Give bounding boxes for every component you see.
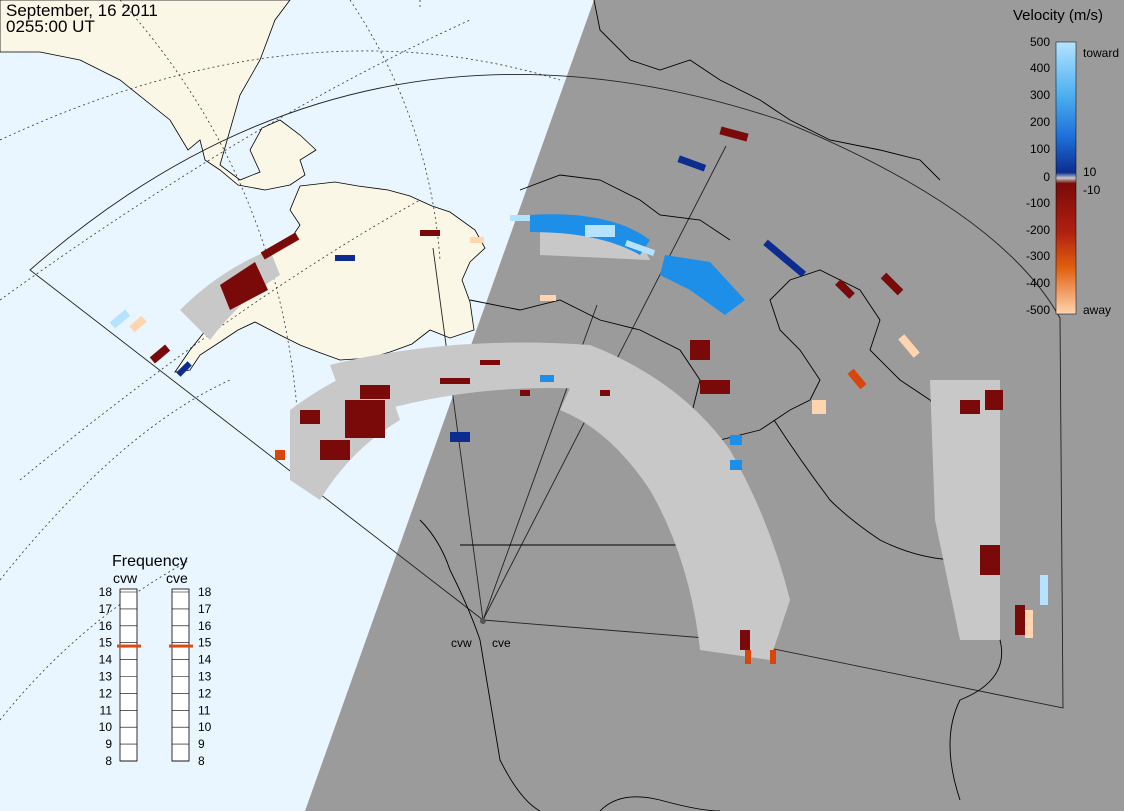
legend-tick-label: -200 (1026, 223, 1050, 237)
legend-tick-label: 400 (1030, 61, 1050, 75)
radar-site-marker (480, 618, 486, 624)
day-land (0, 0, 317, 191)
frequency-tick-left: 14 (99, 653, 113, 667)
night-terminator-shade (305, 0, 1124, 811)
frequency-tick-right: 8 (198, 754, 205, 768)
frequency-tick-right: 16 (198, 619, 212, 633)
frequency-tick-right: 12 (198, 686, 212, 700)
time-label: 0255:00 UT (6, 17, 95, 36)
legend-title: Velocity (m/s) (1013, 7, 1103, 24)
frequency-col-cvw: cvw (113, 570, 138, 586)
velocity-legend: Velocity (m/s) 500400300200100100-10-100… (1013, 7, 1119, 317)
site-label-east: cve (492, 636, 511, 650)
frequency-title: Frequency (112, 553, 188, 570)
frequency-tick-right: 17 (198, 602, 212, 616)
legend-tick-label: 300 (1030, 88, 1050, 102)
legend-away-label: away (1083, 303, 1111, 317)
frequency-marker-cvw (117, 644, 141, 648)
frequency-tick-left: 9 (105, 737, 112, 751)
frequency-bar-cve (171, 588, 190, 762)
frequency-tick-left: 10 (99, 720, 113, 734)
frequency-tick-right: 14 (198, 653, 212, 667)
frequency-tick-right: 9 (198, 737, 205, 751)
legend-tick-label: 0 (1043, 170, 1050, 184)
legend-tick-label: -300 (1026, 249, 1050, 263)
frequency-tick-left: 8 (105, 754, 112, 768)
frequency-tick-left: 13 (99, 670, 113, 684)
frequency-col-cve: cve (166, 570, 188, 586)
frequency-tick-left: 12 (99, 686, 113, 700)
legend-toward-label: toward (1083, 46, 1119, 60)
legend-tick-label: 200 (1030, 115, 1050, 129)
frequency-tick-right: 11 (198, 703, 211, 717)
legend-tick-label: 500 (1030, 35, 1050, 49)
frequency-tick-left: 15 (99, 636, 113, 650)
graticule (0, 0, 561, 721)
legend-tick-label: 10 (1083, 165, 1097, 179)
legend-tick-label: -400 (1026, 276, 1050, 290)
legend-color-bar (1055, 41, 1077, 315)
date-label: September, 16 2011 (6, 1, 158, 20)
velocity-echoes (109, 126, 1048, 664)
frequency-tick-left: 18 (99, 585, 113, 599)
frequency-bar-cvw (119, 588, 138, 762)
frequency-tick-left: 16 (99, 619, 113, 633)
frequency-tick-right: 10 (198, 720, 212, 734)
frequency-tick-left: 11 (100, 703, 113, 717)
legend-tick-label: 100 (1030, 142, 1050, 156)
frequency-marker-cve (169, 644, 193, 648)
legend-tick-label: -500 (1026, 303, 1050, 317)
frequency-tick-right: 13 (198, 670, 212, 684)
frequency-tick-right: 15 (198, 636, 212, 650)
frequency-tick-right: 18 (198, 585, 212, 599)
site-label-west: cvw (451, 636, 472, 650)
frequency-tick-left: 17 (99, 602, 113, 616)
legend-tick-label: -10 (1083, 183, 1101, 197)
legend-tick-label: -100 (1026, 196, 1050, 210)
frequency-panel: Frequency cvw cve 18 18 17 17 16 16 15 15 14 14 13… (99, 553, 212, 768)
